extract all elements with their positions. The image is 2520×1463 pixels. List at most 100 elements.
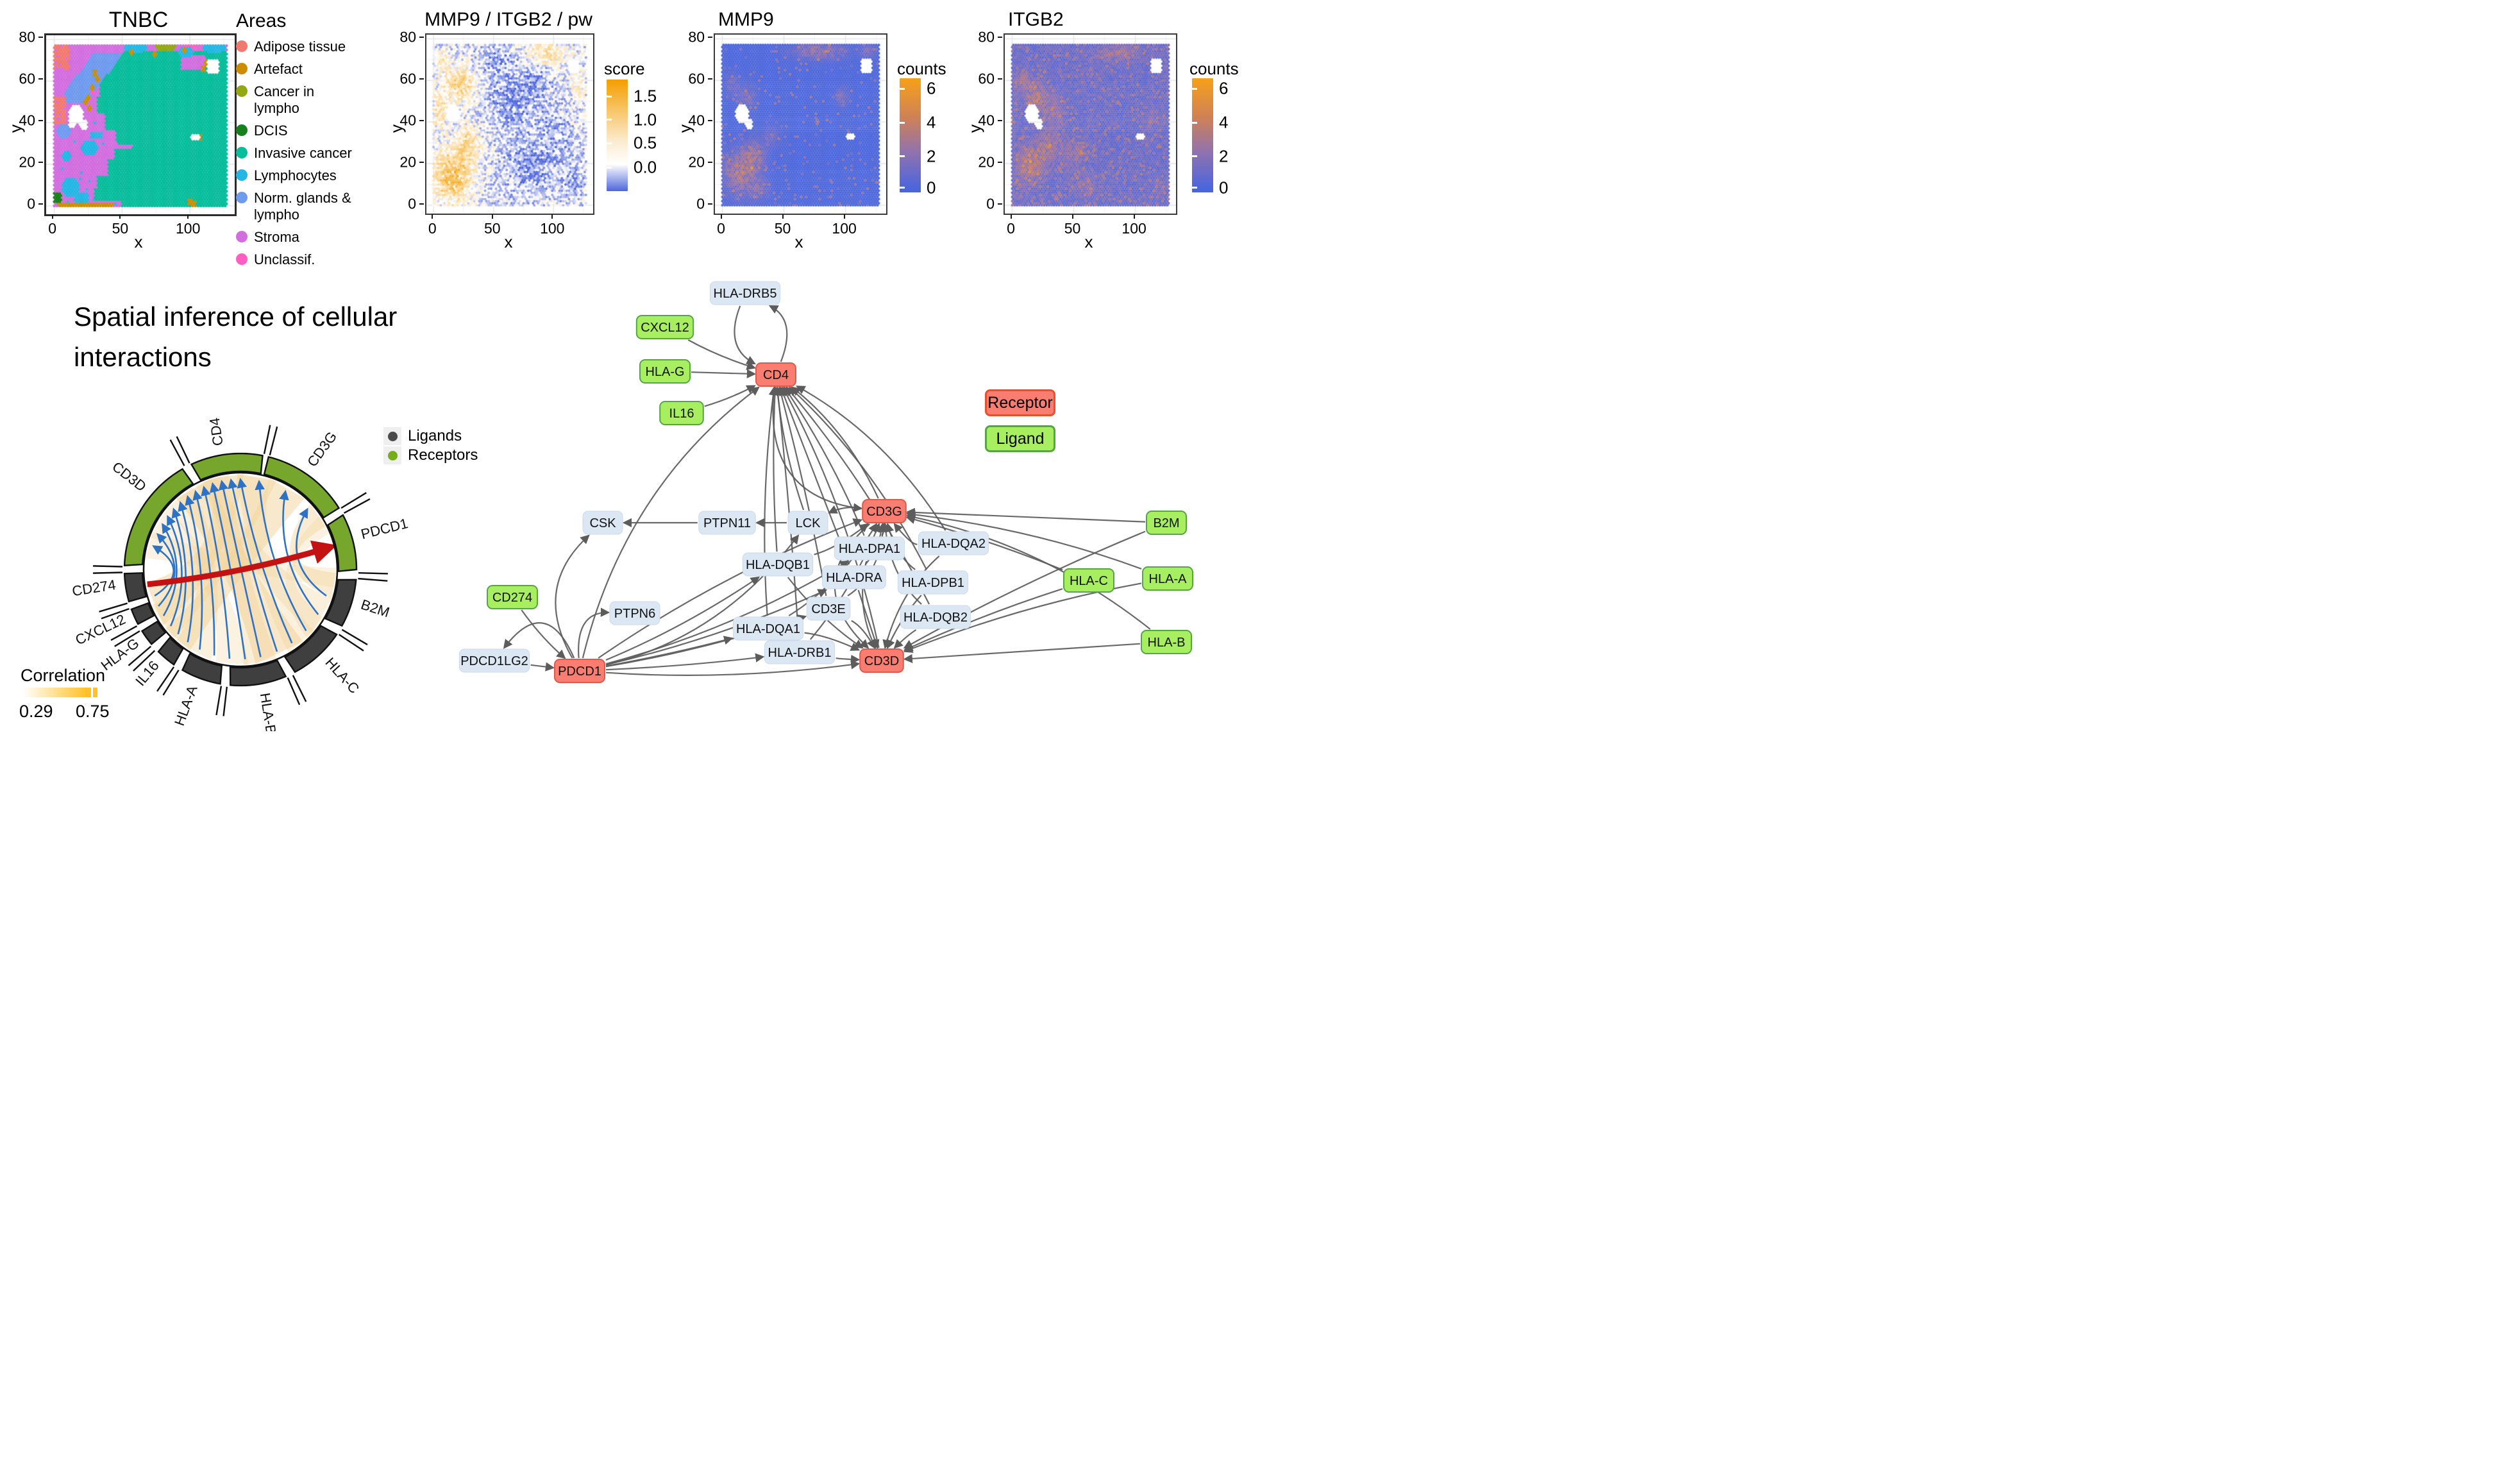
x-tick [1071,214,1073,219]
network-node-HLA-DRB5 [709,281,781,305]
y-tick [998,37,1002,38]
y-tick-label: 80 [978,28,995,46]
network-edge-HLA-C-CD3D [903,588,1063,652]
sector-boundary-tick [128,645,152,666]
sector-boundary-tick [101,607,130,620]
network-edge-HLA-DRB1-CD3D [836,654,861,664]
tnbc-xlabel: x [134,232,143,251]
network-edge-CXCL12-CD4 [687,339,757,370]
y-tick [998,78,1002,80]
network-node-HLA-DQB1 [742,552,814,577]
y-tick-label: 60 [19,70,35,87]
network-edge-HLA-DQA2-CD3G [893,523,918,545]
legend-dot-icon [236,146,248,158]
network-node-label-CD3D: CD3D [864,654,899,668]
correlation-min: 0.29 [19,702,53,721]
network-edge-HLA-DQA2-CD3D [882,555,940,650]
network-legend-receptor: Receptor [985,389,1055,416]
y-tick [419,37,424,38]
colorbar-tick [900,155,905,158]
network-edge-PDCD1-HLA-DQB1 [605,576,760,661]
network-node-B2M [1146,511,1187,535]
network-node-label-HLA-G: HLA-G [645,365,684,379]
network-edge-CD4-CD3G [772,387,863,512]
areas-legend-item-4: Invasive cancer [236,145,358,162]
y-tick-label: 40 [978,112,995,129]
main-title-line1: Spatial inference of cellular [74,301,398,332]
y-tick-label: 40 [688,112,705,129]
network-edge-HLA-DQA2-CD4 [796,385,946,531]
network-edge-CD3G-LCK [828,505,862,514]
network-node-label-HLA-A: HLA-A [1149,572,1188,586]
panel-mmp9-title: MMP9 [718,9,774,30]
chord-sector-HLA-C [283,625,338,673]
colorbar-tick-label: 0.0 [634,157,657,177]
network-node-label-HLA-DPB1: HLA-DPB1 [902,576,964,590]
receptor-dot-icon [387,450,398,461]
chord-sector-B2M [324,579,357,627]
legend-dot-icon [236,253,248,265]
sector-boundary-tick [343,498,371,514]
ligand-dot-icon [387,431,398,441]
network-node-PDCD1 [554,659,605,683]
legend-item-label: Norm. glands & lympho [254,189,351,223]
y-tick [38,78,43,80]
chord-label-IL16: IL16 [132,657,162,689]
x-tick [119,214,121,219]
chord-diagram: CD4 CD3GPDCD1B2MHLA-CHLA-BHLA-AIL16HLA-GC… [71,417,410,731]
network-node-label-CD3E: CD3E [811,602,845,616]
network-node-CXCL12 [635,315,694,339]
network-edge-PDCD1-CD3G [598,518,863,659]
network-node-label-HLA-DRB1: HLA-DRB1 [768,646,832,660]
y-tick [998,120,1002,122]
chord-sector-CD274 [123,572,147,603]
network-node-PTPN6 [609,601,660,625]
itgb2-colorbar-title: counts [1189,59,1239,78]
pw-colorbar-title: score [604,59,645,78]
network-node-label-CD274: CD274 [492,591,532,605]
y-tick-label: 0 [27,195,35,212]
y-tick [708,162,712,164]
colorbar-tick [607,142,612,144]
areas-legend-item-7: Stroma [236,229,358,246]
panel-pw-title: MMP9 / ITGB2 / pw [424,9,592,30]
colorbar-tick-label: 0 [1219,178,1229,198]
sector-boundary-tick [341,629,368,646]
y-tick [419,78,424,80]
sector-boundary-tick [358,577,388,582]
correlation-colorbar [23,688,97,697]
ligand-receptor-flow-arrow [178,500,194,643]
y-tick-label: 40 [19,112,35,129]
network-node-PTPN11 [698,511,756,535]
panel-tnbc-title: TNBC [108,8,169,32]
legend-dot-icon [236,191,248,203]
receptors-label: Receptors [408,446,478,464]
colorbar-tick [1192,87,1197,90]
network-node-HLA-DQA1 [732,616,804,641]
network-node-label-PDCD1LG2: PDCD1LG2 [460,654,528,668]
y-tick [419,162,424,164]
legend-dot-icon [236,85,248,97]
areas-legend-title: Areas [236,10,287,31]
network-legend-ligand: Ligand [985,425,1055,452]
network-edge-PDCD1-CSK [555,534,590,659]
network-edge-PDCD1-HLA-DRA [605,589,828,666]
chord-label-CD4: CD4 [206,417,226,447]
mmp9-colorbar [900,78,921,192]
areas-legend-item-0: Adipose tissue [236,38,358,55]
network-edge-HLA-DQA1-CD4 [764,385,778,616]
x-tick-label: 100 [832,220,857,237]
chord-label-B2M: B2M [359,596,392,621]
x-tick-label: 0 [717,220,725,237]
network-node-label-CD3G: CD3G [866,505,902,519]
itgb2-colorbar [1192,78,1213,192]
legend-item-label: Adipose tissue [254,38,346,55]
areas-legend-item-6: Norm. glands & lympho [236,190,358,223]
chord-label-CD3D: CD3D [109,459,149,495]
ligand-receptor-flow-arrow [156,533,176,607]
areas-legend: Adipose tissue Artefact Cancer in lympho DC… [236,38,358,273]
network-edge-PDCD1-CD4 [582,386,760,659]
x-tick-label: 50 [774,220,791,237]
x-tick [432,214,433,219]
pw-xlabel: x [504,232,513,251]
